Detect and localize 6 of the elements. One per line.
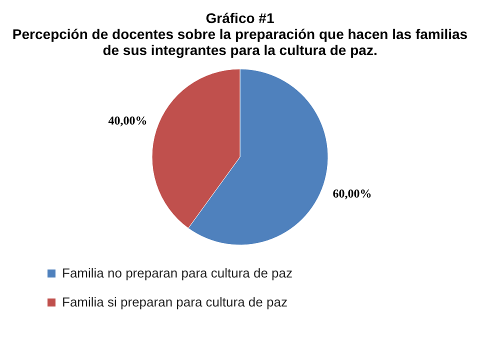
legend-label: Familia no preparan para cultura de paz bbox=[62, 266, 293, 280]
chart-subtitle: Percepción de docentes sobre la preparación que hacen las familias de sus integrantes para la cultura de paz. bbox=[12, 26, 468, 58]
chart-title: Gráfico #1 bbox=[206, 10, 274, 26]
data-label: 60,00% bbox=[332, 186, 372, 200]
data-label: 40,00% bbox=[108, 114, 148, 128]
legend-label: Familia si preparan para cultura de paz bbox=[62, 294, 288, 310]
